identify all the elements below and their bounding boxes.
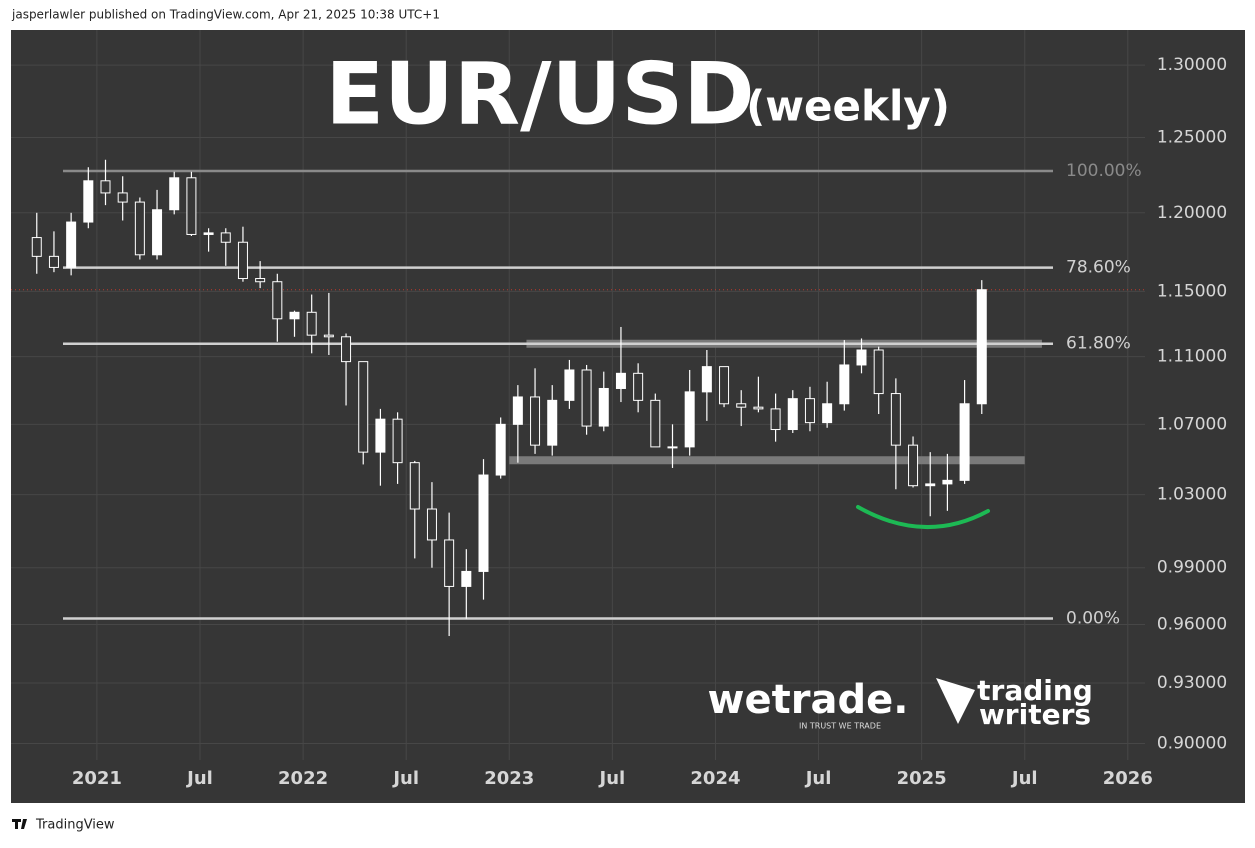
y-tick-label: 1.11000 (1157, 347, 1227, 367)
y-tick-label: 0.99000 (1157, 558, 1227, 578)
candle-body (839, 364, 850, 405)
candle-body (478, 474, 489, 572)
candle-body (203, 232, 214, 235)
x-tick-label: 2023 (484, 768, 534, 789)
candle-body (272, 281, 283, 320)
candle-body (461, 570, 472, 587)
candle-body (890, 393, 901, 446)
y-tick-label: 1.20000 (1157, 203, 1227, 223)
candle-body (753, 406, 764, 410)
x-tick-label: 2021 (72, 768, 122, 789)
grid (11, 30, 1145, 760)
tradingview-icon (12, 819, 27, 829)
candle-body (169, 177, 180, 211)
trading-writers-logo: trading (977, 674, 1093, 707)
y-tick-label: 1.07000 (1157, 414, 1227, 434)
x-tick-label: Jul (804, 768, 832, 789)
candle-body (564, 369, 575, 401)
candle-body (976, 289, 987, 405)
candle-body (581, 369, 592, 427)
candle-body (787, 398, 798, 431)
wetrade-tagline: IN TRUST WE TRADE (799, 722, 881, 731)
x-tick-label: Jul (598, 768, 626, 789)
candle-body (48, 255, 59, 268)
y-tick-label: 1.03000 (1157, 485, 1227, 505)
y-tick-label: 1.25000 (1157, 127, 1227, 147)
candle-body (908, 444, 919, 487)
x-tick-label: Jul (391, 768, 419, 789)
candle-body (873, 349, 884, 395)
candle-body (220, 232, 231, 243)
candle-body (409, 462, 420, 510)
candle-body (289, 311, 300, 320)
plot (11, 159, 1145, 637)
y-tick-label: 1.30000 (1157, 55, 1227, 75)
footer-brand: TradingView (35, 818, 115, 833)
x-tick-label: 2024 (690, 768, 740, 789)
candle-body (134, 201, 145, 256)
candle-body (822, 403, 833, 424)
candle-body (237, 241, 248, 280)
candle-body (83, 180, 94, 223)
trading-writers-icon (936, 678, 975, 724)
fib-label: 61.80% (1066, 334, 1131, 354)
candle-body (255, 278, 266, 283)
candle-body (152, 209, 163, 256)
candle-body (615, 372, 626, 389)
candle-body (633, 372, 644, 401)
candle-body (650, 399, 661, 448)
candle-body (804, 398, 815, 424)
candle-body (100, 180, 111, 194)
x-tick-label: Jul (1010, 768, 1038, 789)
chart-title: EUR/USD (325, 44, 754, 144)
chart-subtitle: (weekly) (746, 82, 950, 131)
wetrade-logo: wetrade. (708, 677, 909, 723)
y-tick-label: 0.90000 (1157, 734, 1227, 754)
chart-background (11, 30, 1245, 803)
candle-body (306, 311, 317, 336)
x-tick-label: Jul (185, 768, 213, 789)
candle-body (770, 408, 781, 431)
candle-body (392, 418, 403, 464)
candle-body (547, 399, 558, 446)
fib-label: 78.60% (1066, 258, 1131, 278)
candle-body (426, 508, 437, 541)
y-tick-label: 1.15000 (1157, 281, 1227, 301)
candle-body (444, 539, 455, 587)
candle-body (667, 446, 678, 449)
candle-body (598, 387, 609, 427)
candle-body (186, 177, 197, 235)
fib-label: 100.00% (1066, 161, 1142, 181)
candle-body (495, 423, 506, 476)
candle-body (31, 237, 42, 257)
candle-body (856, 349, 867, 366)
candle-body (512, 396, 523, 425)
candle-body (959, 403, 970, 481)
candle-body (323, 334, 334, 338)
trading-writers-logo: writers (979, 698, 1091, 731)
candle-body (701, 366, 712, 393)
y-tick-label: 0.96000 (1157, 614, 1227, 634)
candle-body (66, 221, 77, 268)
candle-body (375, 418, 386, 453)
candle-body (736, 403, 747, 408)
fib-label: 0.00% (1066, 609, 1120, 629)
rounding-bottom-arc (856, 505, 990, 529)
x-tick-label: 2022 (278, 768, 328, 789)
header: jasperlawler published on TradingView.co… (11, 8, 440, 22)
candle-body (341, 336, 352, 363)
candle-body (530, 396, 541, 446)
candle-body (925, 483, 936, 487)
x-tick-label: 2026 (1103, 768, 1153, 789)
candle-body (684, 391, 695, 448)
x-tick-label: 2025 (897, 768, 947, 789)
candle-body (117, 192, 128, 203)
candle-body (719, 366, 730, 405)
candle-body (358, 361, 369, 453)
y-tick-label: 0.93000 (1157, 673, 1227, 693)
candle-body (942, 479, 953, 485)
